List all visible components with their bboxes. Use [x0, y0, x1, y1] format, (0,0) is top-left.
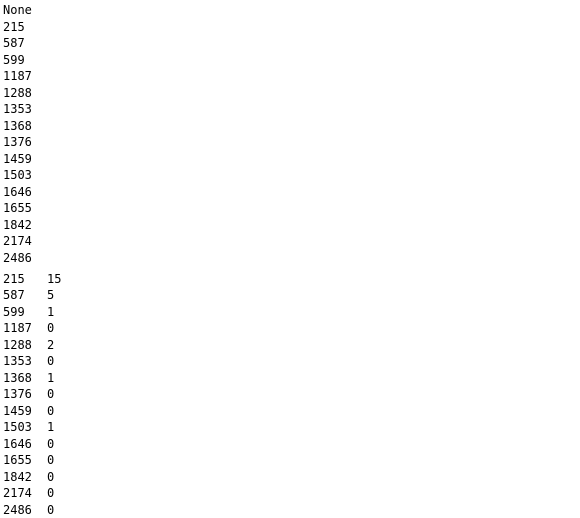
- table-cell: 0: [47, 502, 54, 518]
- row-index: 1187: [3, 68, 32, 85]
- table-cell: 1: [47, 370, 54, 387]
- row-index: 1288: [3, 337, 32, 354]
- row-index: 2486: [3, 502, 32, 518]
- row-index: 1646: [3, 436, 32, 453]
- row-index: 599: [3, 304, 25, 321]
- table-cell: 1: [47, 419, 54, 436]
- index-name-label: None: [3, 2, 32, 19]
- table-cell: 5: [47, 287, 54, 304]
- table-cell: 0: [47, 452, 54, 469]
- row-index: 587: [3, 287, 25, 304]
- row-index: 1353: [3, 353, 32, 370]
- row-index: 1459: [3, 151, 32, 168]
- row-index: 215: [3, 19, 25, 36]
- row-index: 1646: [3, 184, 32, 201]
- row-index: 1288: [3, 85, 32, 102]
- row-index: 1655: [3, 200, 32, 217]
- row-index: 2174: [3, 233, 32, 250]
- table-cell: 0: [47, 469, 54, 486]
- row-index: 1655: [3, 452, 32, 469]
- row-index: 587: [3, 35, 25, 52]
- table-cell: 0: [47, 320, 54, 337]
- row-index: 2174: [3, 485, 32, 502]
- row-index: 1187: [3, 320, 32, 337]
- row-index: 1503: [3, 419, 32, 436]
- row-index: 1376: [3, 386, 32, 403]
- row-index: 2486: [3, 250, 32, 267]
- row-index: 1459: [3, 403, 32, 420]
- row-index: 1353: [3, 101, 32, 118]
- table-cell: 0: [47, 403, 54, 420]
- row-index: 599: [3, 52, 25, 69]
- table-cell: 0: [47, 353, 54, 370]
- table-cell: 15: [47, 271, 61, 288]
- row-index: 1368: [3, 118, 32, 135]
- row-index: 1376: [3, 134, 32, 151]
- row-index: 1842: [3, 217, 32, 234]
- row-index: 1842: [3, 469, 32, 486]
- row-index: 215: [3, 271, 25, 288]
- table-cell: 0: [47, 386, 54, 403]
- table-cell: 2: [47, 337, 54, 354]
- table-cell: 1: [47, 304, 54, 321]
- row-index: 1368: [3, 370, 32, 387]
- table-cell: 0: [47, 436, 54, 453]
- row-index: 1503: [3, 167, 32, 184]
- table-cell: 0: [47, 485, 54, 502]
